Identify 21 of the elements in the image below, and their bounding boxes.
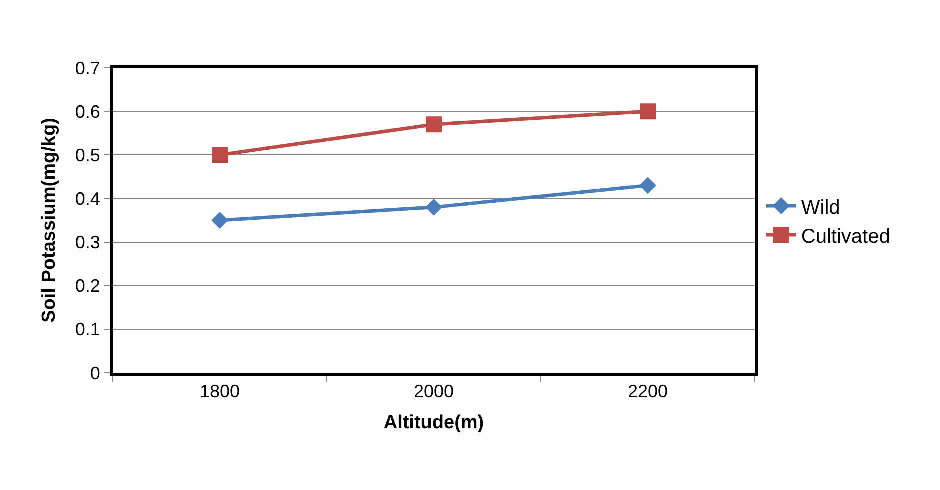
y-tick-label: 0.2 bbox=[75, 276, 100, 296]
y-tick-label: 0.4 bbox=[75, 189, 100, 210]
y-tick-label: 0.3 bbox=[75, 232, 100, 253]
legend-label: Wild bbox=[801, 196, 840, 219]
point bbox=[640, 177, 656, 194]
point bbox=[426, 116, 442, 133]
x-tick-label: 1800 bbox=[200, 382, 240, 402]
y-tick-label: 0.1 bbox=[75, 320, 100, 340]
point bbox=[212, 212, 228, 229]
y-tick-label: 0.6 bbox=[75, 102, 100, 122]
y-tick-label: 0 bbox=[90, 363, 100, 384]
x-axis-title: Altitude(m) bbox=[384, 412, 484, 434]
x-tick-label: 2000 bbox=[414, 382, 454, 402]
y-tick-label: 0.5 bbox=[75, 145, 100, 166]
y-axis-title: Soil Potassium(mg/kg) bbox=[39, 118, 60, 323]
y-tick-label: 0.7 bbox=[75, 58, 100, 78]
point bbox=[212, 147, 228, 164]
x-tick-label: 2200 bbox=[628, 382, 668, 402]
legend-label: Cultivated bbox=[801, 226, 890, 248]
point bbox=[426, 198, 442, 216]
point bbox=[640, 104, 656, 120]
